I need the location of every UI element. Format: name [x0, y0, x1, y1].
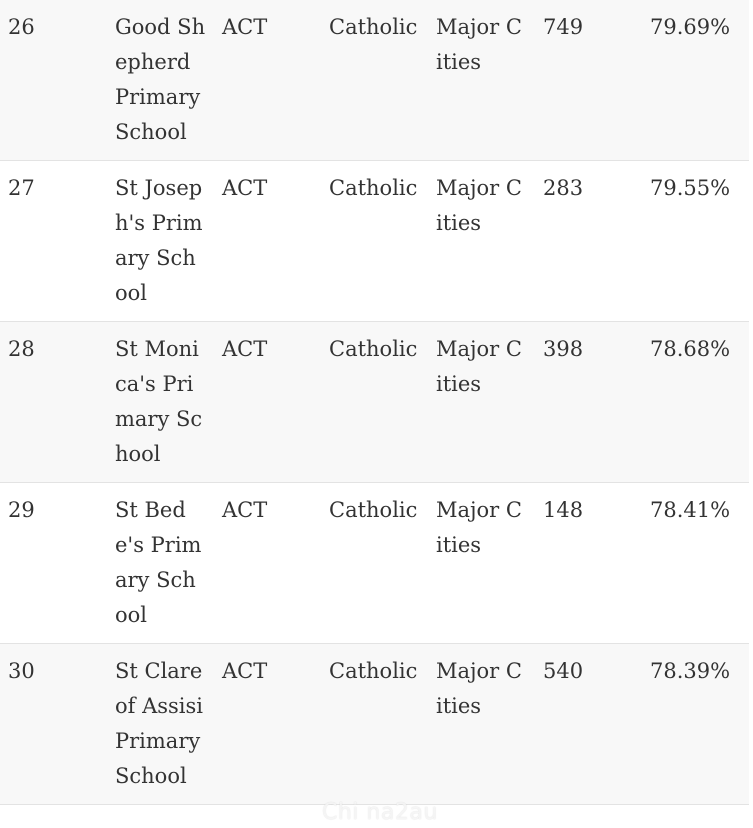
table-row: 27 St Joseph's Primary School ACT Cathol… [0, 161, 749, 322]
region-cell: Major Cities [436, 498, 522, 557]
region-cell: Major Cities [436, 659, 522, 718]
enrolments-cell: 540 [543, 659, 584, 683]
rank-cell: 27 [8, 176, 35, 200]
score-cell: 78.68% [650, 337, 731, 361]
sector-cell: Catholic [329, 15, 418, 39]
sector-cell: Catholic [329, 337, 418, 361]
score-cell: 78.41% [650, 498, 731, 522]
state-cell: ACT [222, 176, 268, 200]
region-cell: Major Cities [436, 15, 522, 74]
sector-cell: Catholic [329, 176, 418, 200]
table-row: 26 Good Shepherd Primary School ACT Cath… [0, 0, 749, 161]
table-row: 29 St Bede's Primary School ACT Catholic… [0, 483, 749, 644]
school-name-cell: Good Shepherd Primary School [115, 15, 206, 144]
region-cell: Major Cities [436, 176, 522, 235]
rank-cell: 28 [8, 337, 35, 361]
sector-cell: Catholic [329, 498, 418, 522]
enrolments-cell: 148 [543, 498, 584, 522]
rank-cell: 29 [8, 498, 35, 522]
state-cell: ACT [222, 337, 268, 361]
state-cell: ACT [222, 659, 268, 683]
enrolments-cell: 398 [543, 337, 584, 361]
table-row: 30 St Clare of Assisi Primary School ACT… [0, 643, 749, 805]
school-name-cell: St Monica's Primary School [115, 337, 203, 466]
score-cell: 78.39% [650, 659, 731, 683]
score-cell: 79.55% [650, 176, 731, 200]
rank-cell: 30 [8, 659, 35, 683]
rank-cell: 26 [8, 15, 35, 39]
school-ranking-table: 26 Good Shepherd Primary School ACT Cath… [0, 0, 749, 805]
school-name-cell: St Clare of Assisi Primary School [115, 659, 204, 788]
score-cell: 79.69% [650, 15, 731, 39]
school-name-cell: St Joseph's Primary School [115, 176, 203, 305]
school-name-cell: St Bede's Primary School [115, 498, 202, 627]
state-cell: ACT [222, 498, 268, 522]
table-row: 28 St Monica's Primary School ACT Cathol… [0, 321, 749, 483]
sector-cell: Catholic [329, 659, 418, 683]
region-cell: Major Cities [436, 337, 522, 396]
enrolments-cell: 283 [543, 176, 584, 200]
enrolments-cell: 749 [543, 15, 584, 39]
state-cell: ACT [222, 15, 268, 39]
